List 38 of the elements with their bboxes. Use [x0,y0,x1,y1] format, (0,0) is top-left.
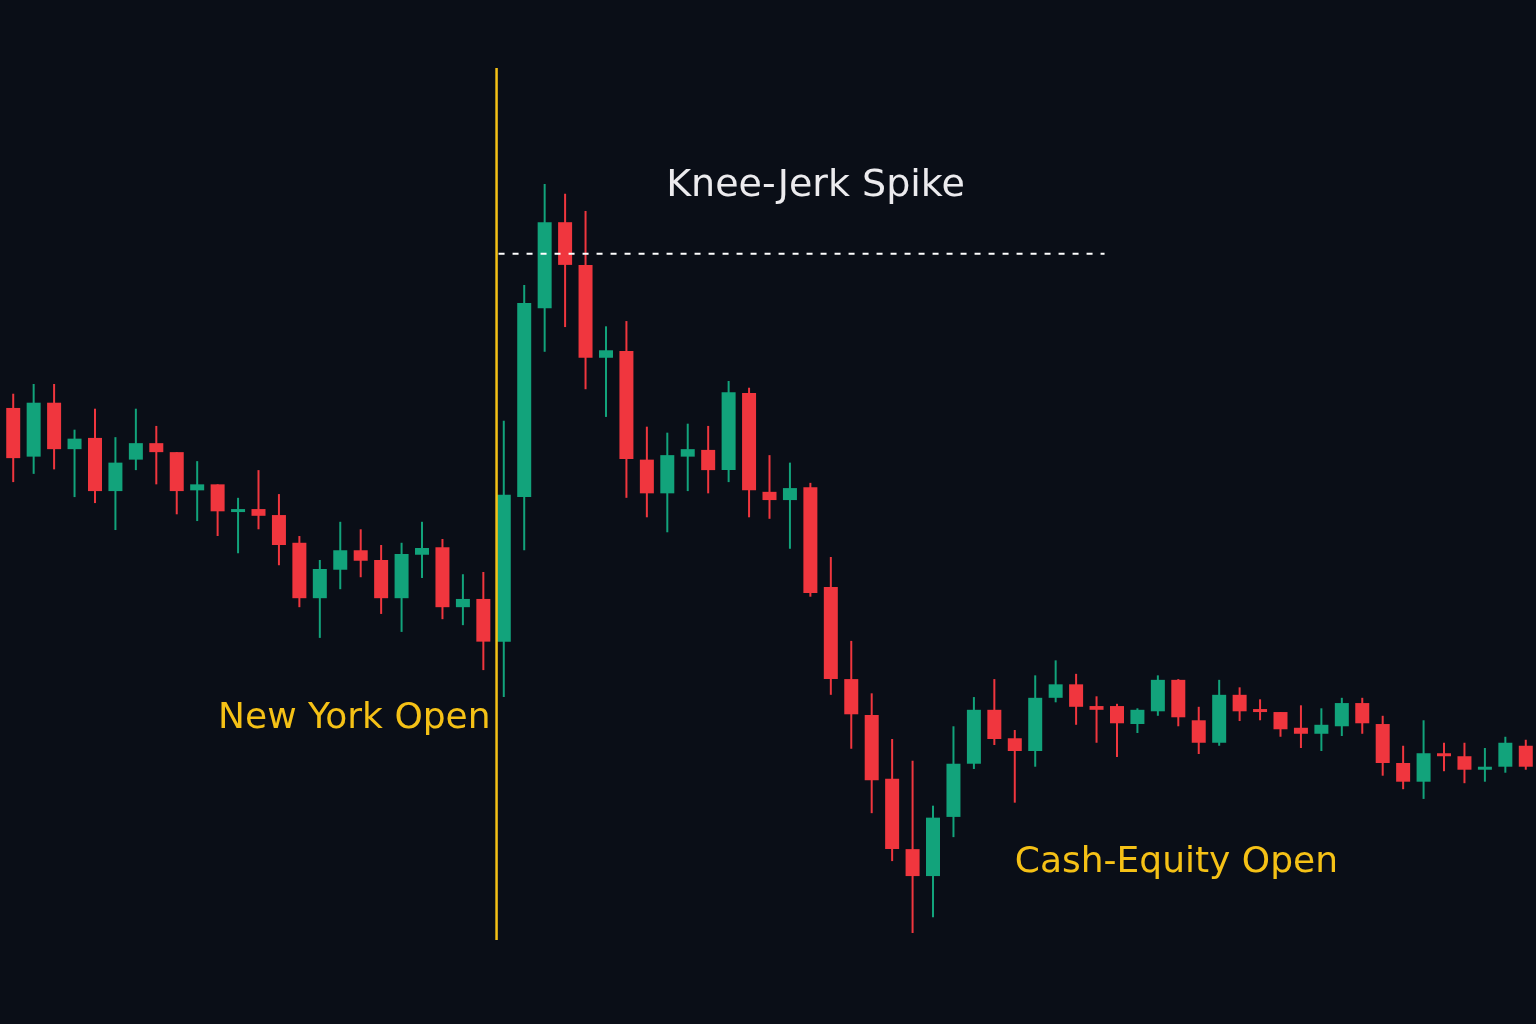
candlestick [1457,741,1472,785]
candlestick [1232,686,1247,723]
candlestick [1069,672,1084,726]
candlestick [251,469,266,531]
candlestick [1518,738,1533,771]
candlestick [1314,707,1329,752]
candlestick [680,422,695,493]
candlestick [1048,659,1063,704]
candlestick [1253,698,1268,722]
annotation: New York Open [218,695,491,736]
candlestick [455,573,470,627]
candlestick [353,528,368,579]
candlestick [1334,696,1349,738]
candlestick [782,461,797,550]
candlestick [1477,747,1492,783]
candlestick [701,424,716,495]
candlestick [67,428,82,499]
candlestick [598,325,613,418]
candlestick [333,520,348,591]
candlestick [1293,704,1308,749]
candlestick [1007,729,1022,804]
candlestick [415,520,430,579]
candlestick [1089,695,1104,744]
candlestick [149,424,164,486]
candlestick [1396,744,1411,791]
candlestick [1191,705,1206,755]
candlestick [190,460,205,523]
ref-line-label: Knee-Jerk Spike [666,160,965,205]
candlestick [128,407,143,472]
candlestick [1437,741,1452,773]
candlestick [1109,702,1124,758]
candlestick [231,496,246,555]
candlestick [762,454,777,520]
annotation: Cash-Equity Open [1014,839,1338,880]
candlestick [1498,735,1513,774]
candlestick [1355,696,1370,735]
candlestick [1130,707,1145,735]
candlestick [1273,711,1288,738]
